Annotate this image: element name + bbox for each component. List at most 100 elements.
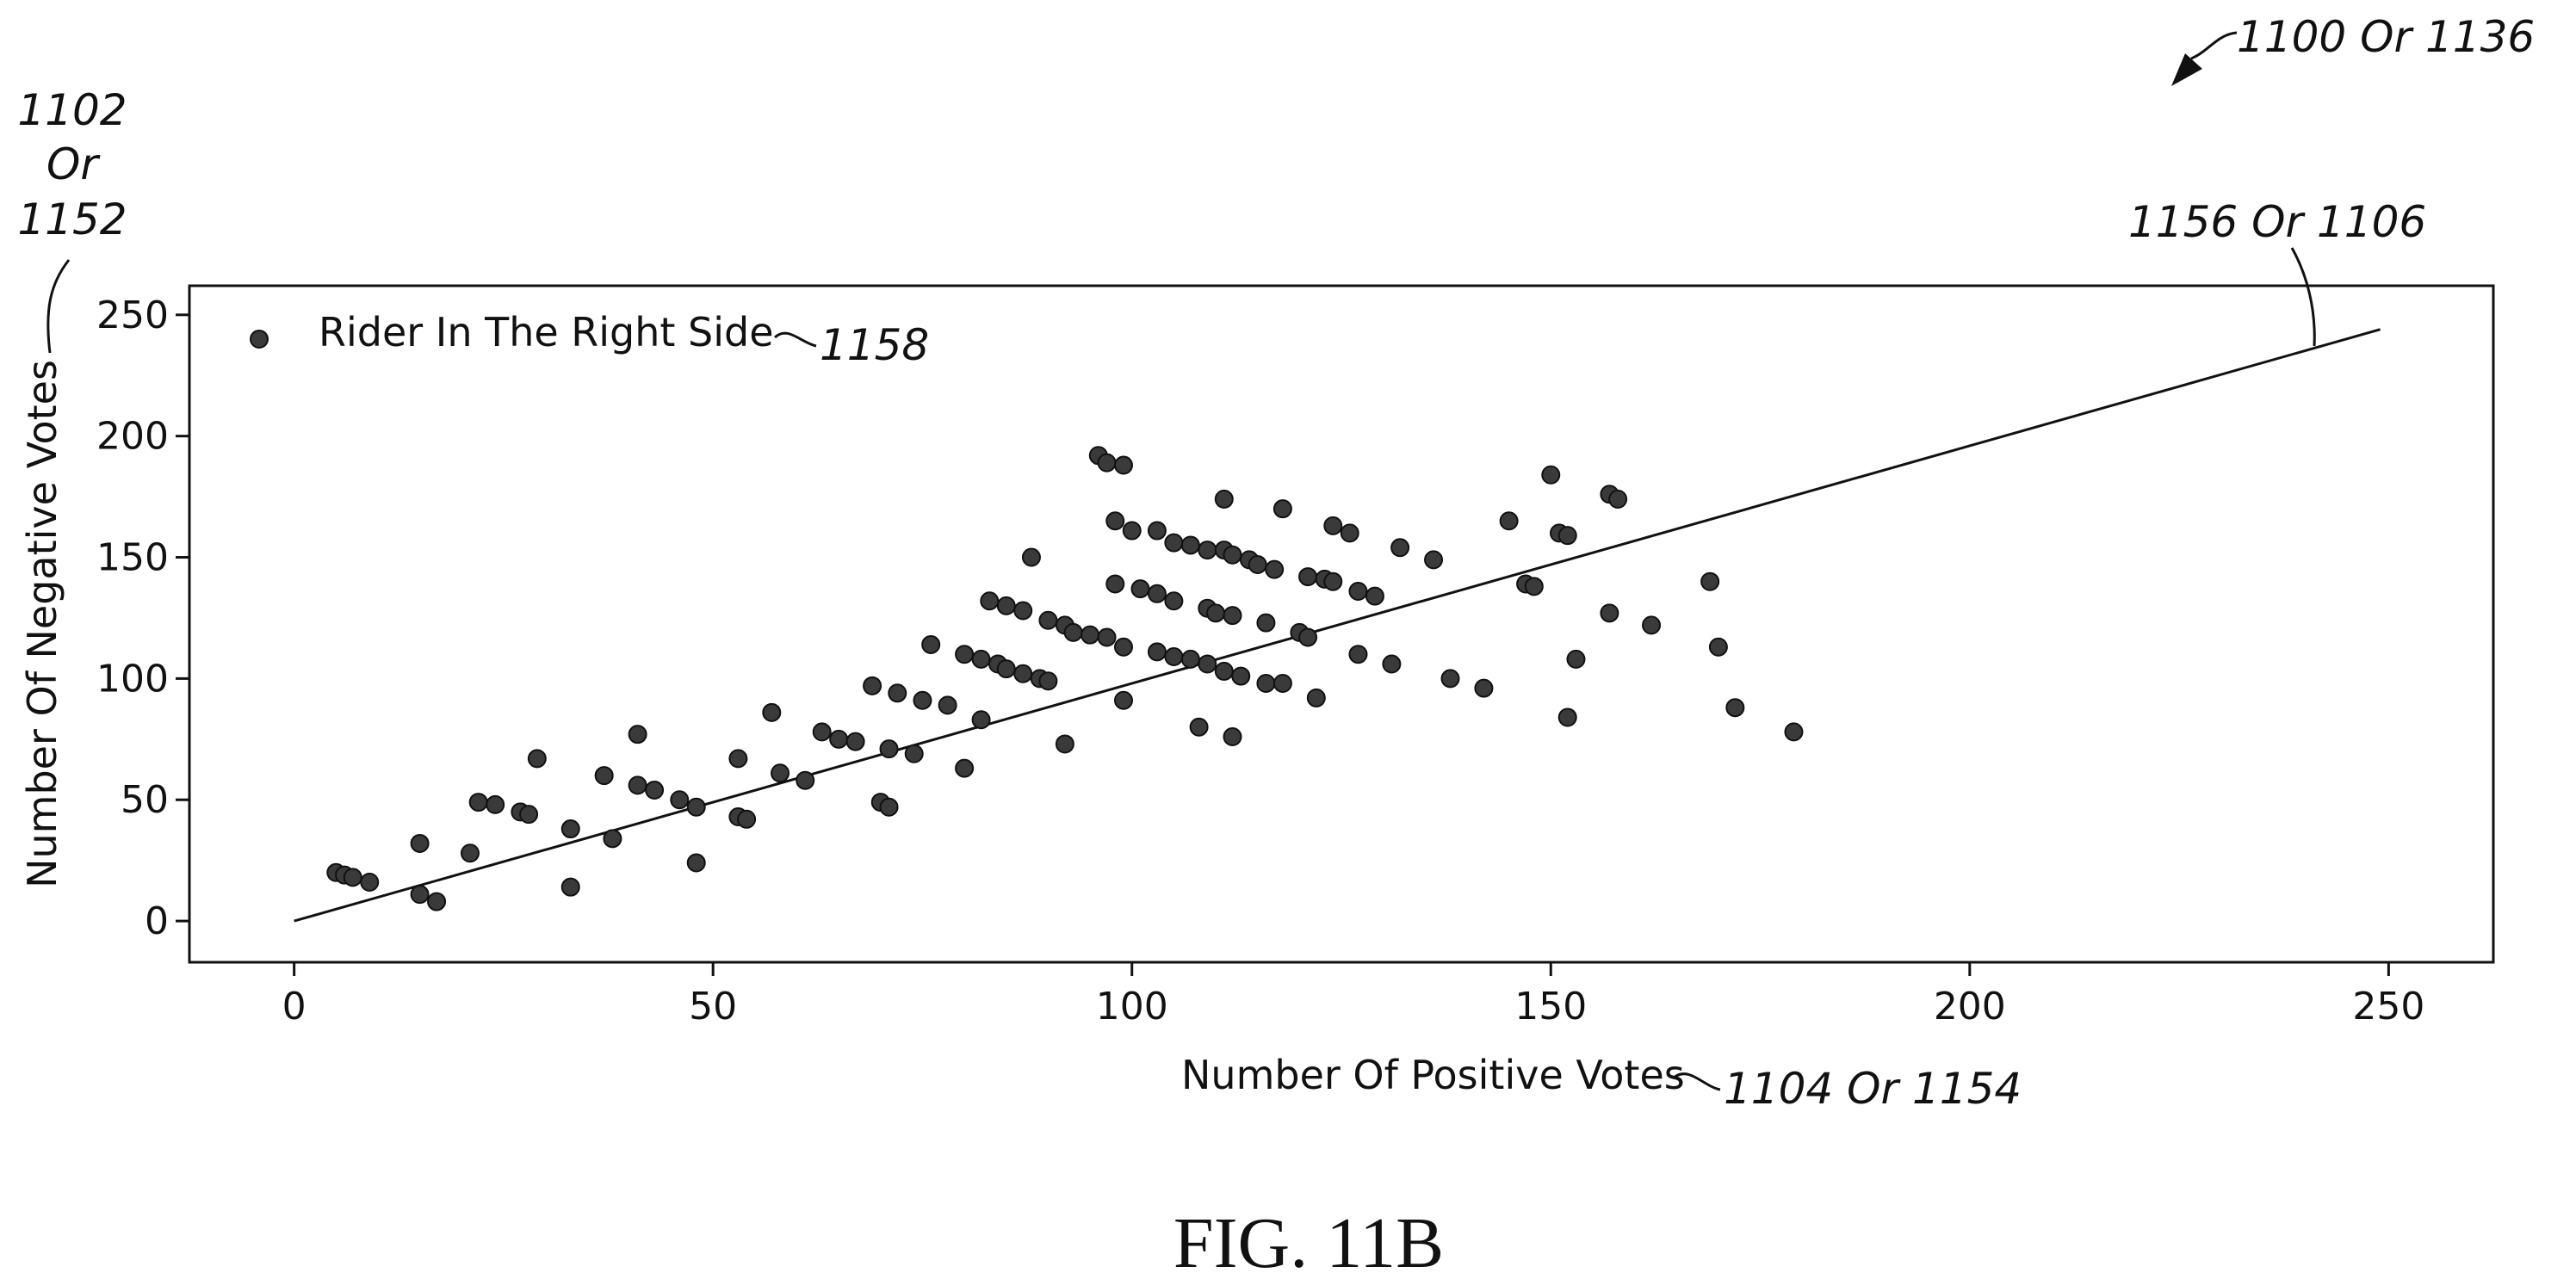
data-point [1214, 489, 1234, 509]
data-point [1189, 717, 1209, 737]
data-point [1499, 511, 1519, 531]
data-point [1474, 678, 1494, 698]
data-point [1105, 574, 1125, 594]
data-point [1055, 734, 1074, 754]
data-point [1557, 707, 1577, 727]
data-point [1164, 647, 1184, 667]
data-points [326, 446, 1804, 911]
data-point [1113, 690, 1133, 710]
legend-label: Rider In The Right Side [319, 309, 774, 355]
data-point [645, 780, 665, 800]
data-point [812, 722, 832, 742]
x-tick-label: 100 [1096, 985, 1168, 1029]
data-point [1566, 649, 1586, 669]
data-point [863, 676, 882, 695]
data-point [1265, 559, 1285, 579]
data-point [519, 805, 539, 825]
data-point [1298, 567, 1318, 587]
data-point [1223, 545, 1242, 565]
x-axis-ticks: 0 50 100 150 200 250 [282, 962, 2424, 1029]
data-point [1557, 526, 1577, 546]
data-point [1608, 489, 1628, 509]
data-point [1097, 453, 1117, 473]
data-point [1021, 547, 1041, 567]
data-point [1097, 627, 1117, 647]
data-point [996, 596, 1016, 615]
data-point [1063, 622, 1083, 642]
y-tick-label: 200 [96, 415, 169, 459]
data-point [1708, 637, 1728, 657]
y-axis-ref-line3: 1152 [17, 195, 127, 244]
y-tick-label: 50 [121, 778, 169, 822]
data-point [938, 695, 957, 715]
data-point [762, 702, 782, 722]
figure-ref-arrow [2190, 31, 2238, 60]
data-point [410, 885, 430, 905]
data-point [971, 710, 991, 730]
y-axis-ticks: 0 50 100 150 200 250 [96, 293, 189, 943]
y-axis-ref-line1: 1102 [17, 85, 127, 135]
data-point [1524, 577, 1544, 596]
data-point [1348, 645, 1368, 664]
plot-frame [188, 284, 2495, 964]
data-point [460, 843, 480, 863]
y-tick-label: 250 [96, 293, 169, 337]
data-point [1122, 521, 1142, 541]
trend-line-ref-label: 1156 Or 1106 [2128, 197, 2426, 247]
data-point [888, 683, 907, 703]
data-point [1642, 615, 1662, 635]
data-point [1323, 571, 1343, 591]
data-point [1600, 603, 1619, 623]
data-point [1424, 550, 1444, 570]
data-point [1256, 674, 1276, 694]
data-point [527, 749, 547, 769]
data-point [1214, 661, 1234, 681]
data-point [1440, 669, 1460, 689]
data-point [1147, 642, 1167, 662]
trend-line [294, 328, 2381, 923]
data-point [829, 729, 849, 749]
x-tick-label: 50 [689, 985, 737, 1029]
legend-ref-label: 1158 [820, 320, 929, 370]
data-point [913, 690, 932, 710]
data-point [343, 868, 362, 887]
data-point [1206, 603, 1226, 623]
x-axis-ref-leader [1673, 1072, 1721, 1091]
x-tick-label: 250 [2352, 985, 2424, 1029]
data-point [771, 763, 790, 783]
x-axis-ref-label: 1104 Or 1154 [1724, 1064, 2022, 1114]
x-tick-label: 150 [1514, 985, 1587, 1029]
data-point [1081, 625, 1100, 645]
data-point [1198, 541, 1217, 560]
data-point [996, 659, 1016, 679]
data-point [879, 797, 899, 817]
data-point [1700, 571, 1720, 591]
data-point [1164, 533, 1184, 553]
data-point [879, 739, 899, 759]
data-point [686, 797, 706, 817]
data-point [1256, 613, 1276, 633]
data-point [360, 873, 380, 893]
data-point [1198, 654, 1217, 674]
data-point [560, 877, 580, 897]
data-point [686, 853, 706, 873]
data-point [486, 794, 505, 814]
x-tick-label: 0 [282, 985, 307, 1029]
figure-label: FIG. 11B [1173, 1203, 1444, 1283]
x-tick-label: 200 [1934, 985, 2006, 1029]
trend-line-ref-leader [2290, 247, 2316, 347]
data-point [1365, 586, 1384, 606]
data-point [1223, 727, 1242, 746]
data-point [594, 766, 614, 786]
data-point [1231, 666, 1251, 686]
x-axis-label: Number Of Positive Votes [1181, 1052, 1685, 1098]
data-point [427, 892, 447, 911]
data-point [1784, 722, 1804, 742]
data-point [410, 833, 430, 853]
data-point [1180, 535, 1200, 555]
data-point [1113, 455, 1133, 475]
data-point [1273, 499, 1292, 519]
data-point [728, 749, 748, 769]
data-point [603, 829, 622, 849]
y-axis-ref-leader [46, 259, 71, 354]
